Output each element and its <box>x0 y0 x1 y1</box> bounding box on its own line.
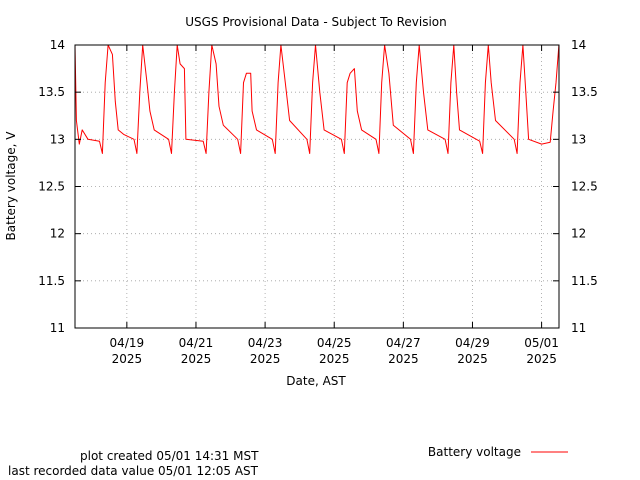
last-value-text: last recorded data value 05/01 12:05 AST <box>8 464 259 478</box>
y-tick-label-right: 11 <box>571 321 586 335</box>
x-tick-label: 04/19 <box>110 336 145 350</box>
x-tick-year-label: 2025 <box>112 352 143 366</box>
x-tick-label: 05/01 <box>524 336 559 350</box>
y-tick-label-right: 12 <box>571 227 586 241</box>
chart-title: USGS Provisional Data - Subject To Revis… <box>185 15 447 29</box>
x-tick-year-label: 2025 <box>388 352 419 366</box>
y-tick-label-right: 13.5 <box>571 85 598 99</box>
x-tick-label: 04/21 <box>179 336 214 350</box>
y-tick-label-right: 14 <box>571 38 586 52</box>
x-tick-year-label: 2025 <box>250 352 281 366</box>
legend-label: Battery voltage <box>428 445 521 459</box>
y-tick-label-left: 13.5 <box>38 85 65 99</box>
x-tick-year-label: 2025 <box>457 352 488 366</box>
grid <box>75 45 559 328</box>
y-tick-label-left: 11.5 <box>38 274 65 288</box>
y-tick-label-left: 14 <box>50 38 65 52</box>
y-tick-label-right: 11.5 <box>571 274 598 288</box>
x-tick-label: 04/25 <box>317 336 352 350</box>
y-tick-label-right: 12.5 <box>571 180 598 194</box>
y-axis-ticks: 11 11 11.5 11.5 12 12 12.5 12.5 13 13 13.5 13.5 14 14 <box>38 38 597 335</box>
y-tick-label-left: 12.5 <box>38 180 65 194</box>
plot-created-text: plot created 05/01 14:31 MST <box>80 449 259 463</box>
y-axis-label: Battery voltage, V <box>4 131 18 241</box>
x-tick-label: 04/23 <box>248 336 283 350</box>
y-tick-label-left: 11 <box>50 321 65 335</box>
x-axis-ticks: 04/19 2025 04/21 2025 04/23 2025 04/25 2025 04/2… <box>110 45 559 366</box>
x-tick-year-label: 2025 <box>181 352 212 366</box>
x-axis-label: Date, AST <box>286 374 346 388</box>
x-tick-year-label: 2025 <box>319 352 350 366</box>
x-tick-year-label: 2025 <box>526 352 557 366</box>
y-tick-label-right: 13 <box>571 132 586 146</box>
y-tick-label-left: 13 <box>50 132 65 146</box>
series-line-battery-voltage <box>74 44 560 154</box>
y-tick-label-left: 12 <box>50 227 65 241</box>
x-tick-label: 04/29 <box>455 336 490 350</box>
series-group <box>74 44 560 154</box>
x-tick-label: 04/27 <box>386 336 421 350</box>
